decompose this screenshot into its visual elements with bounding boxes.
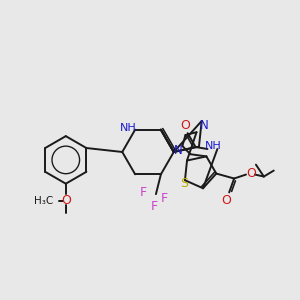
Text: S: S <box>180 177 188 190</box>
Text: O: O <box>221 194 231 207</box>
Text: H₃C: H₃C <box>34 196 53 206</box>
Text: NH: NH <box>120 123 136 133</box>
Text: NH: NH <box>205 141 222 151</box>
Text: F: F <box>150 200 158 214</box>
Text: F: F <box>160 192 167 205</box>
Text: O: O <box>181 119 190 132</box>
Text: N: N <box>200 119 209 133</box>
Text: O: O <box>246 167 256 180</box>
Text: F: F <box>140 186 147 199</box>
Text: N: N <box>174 143 183 157</box>
Text: O: O <box>61 194 71 207</box>
